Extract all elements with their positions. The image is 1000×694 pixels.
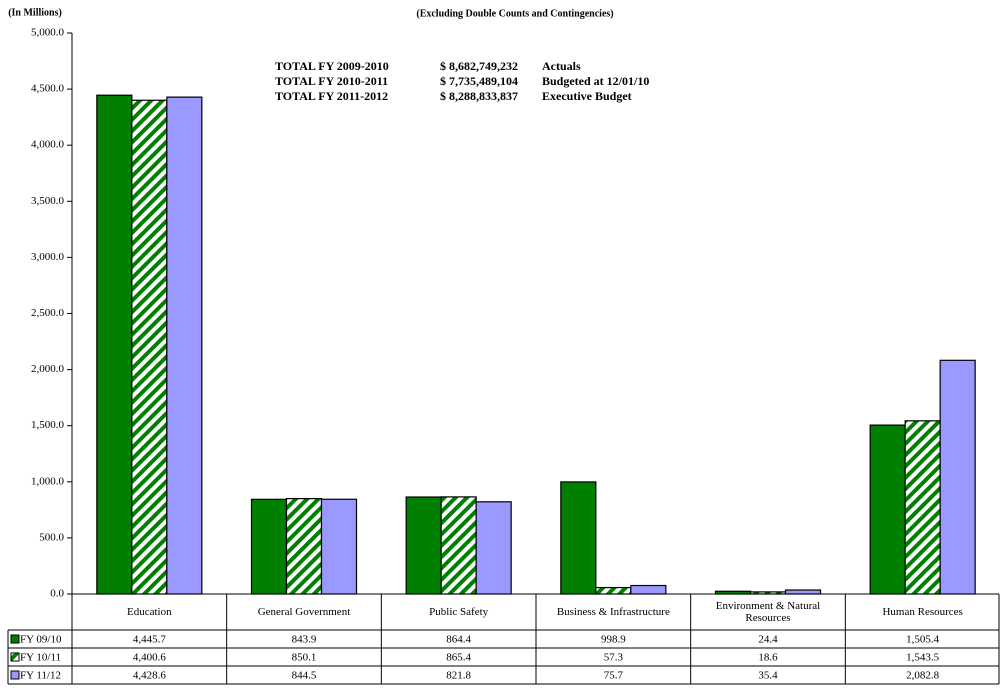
annotation: $ 8,288,833,837 <box>440 89 518 103</box>
x-tick-label: Human Resources <box>882 606 963 618</box>
y-tick-label: 500.0 <box>39 531 64 543</box>
value-label: 865.4 <box>446 652 471 664</box>
value-label: 998.9 <box>601 634 626 646</box>
bar <box>131 99 168 595</box>
y-tick-label: 4,500.0 <box>31 83 65 95</box>
annotation: TOTAL FY 2011-2012 <box>275 89 388 103</box>
value-label: 1,543.5 <box>906 652 940 664</box>
y-tick-label: 2,500.0 <box>31 307 65 319</box>
annotation: Budgeted at 12/01/10 <box>542 74 649 88</box>
y-axis-label: (In Millions) <box>8 7 62 18</box>
legend-label: FY 11/12 <box>20 670 61 682</box>
value-label: 24.4 <box>758 634 778 646</box>
bar <box>285 498 323 595</box>
y-tick-label: 0.0 <box>50 588 64 600</box>
chart-title: (Excluding Double Counts and Contingenci… <box>416 8 613 19</box>
annotation: Actuals <box>542 59 581 73</box>
value-label: 35.4 <box>758 670 778 682</box>
y-tick-label: 3,500.0 <box>31 195 65 207</box>
x-tick-label: General Government <box>257 606 351 618</box>
bar <box>595 586 632 595</box>
bar <box>475 501 512 595</box>
x-tick-label: Public Safety <box>429 606 489 618</box>
legend-swatch <box>10 634 20 644</box>
value-label: 4,428.6 <box>133 670 167 682</box>
x-tick-label: Education <box>127 606 172 618</box>
legend-label: FY 10/11 <box>20 652 61 664</box>
value-label: 821.8 <box>446 670 471 682</box>
bar <box>405 496 442 595</box>
value-label: 4,445.7 <box>133 634 167 646</box>
legend-label: FY 09/10 <box>20 634 62 646</box>
annotation: $ 7,735,489,104 <box>440 74 518 88</box>
y-tick-label: 2,000.0 <box>31 363 65 375</box>
value-label: 75.7 <box>604 670 624 682</box>
y-tick-label: 5,000.0 <box>31 27 65 39</box>
bar <box>96 94 133 595</box>
x-tick-label: Environment & Natural Resources <box>715 600 821 624</box>
value-label: 57.3 <box>604 652 624 664</box>
value-label: 844.5 <box>292 670 317 682</box>
value-label: 1,505.4 <box>906 634 940 646</box>
value-label: 843.9 <box>292 634 317 646</box>
bar <box>440 496 477 595</box>
bar <box>784 589 822 595</box>
bar <box>560 481 597 595</box>
value-label: 864.4 <box>446 634 471 646</box>
annotation: Executive Budget <box>542 89 632 103</box>
x-tick-label: Business & Infrastructure <box>556 606 670 618</box>
bar <box>869 424 906 595</box>
bar <box>939 359 976 595</box>
bar <box>630 584 667 595</box>
legend-swatch <box>10 652 20 662</box>
bar <box>250 498 288 595</box>
y-tick-label: 1,500.0 <box>31 419 65 431</box>
value-label: 4,400.6 <box>133 652 167 664</box>
value-label: 850.1 <box>292 652 317 664</box>
annotation: TOTAL FY 2010-2011 <box>275 74 388 88</box>
bar <box>320 498 358 595</box>
y-tick-label: 1,000.0 <box>31 475 65 487</box>
y-tick-label: 3,000.0 <box>31 251 65 263</box>
bar <box>166 96 203 595</box>
annotation: TOTAL FY 2009-2010 <box>275 59 389 73</box>
bar <box>904 420 941 595</box>
y-tick-label: 4,000.0 <box>31 139 65 151</box>
value-label: 18.6 <box>758 652 778 664</box>
legend-swatch <box>10 670 20 680</box>
value-label: 2,082.8 <box>906 670 940 682</box>
annotation: $ 8,682,749,232 <box>440 59 518 73</box>
